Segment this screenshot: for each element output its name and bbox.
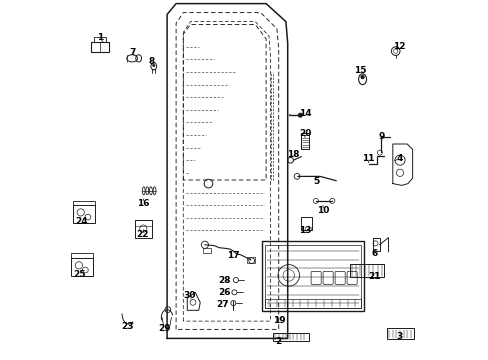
Text: 13: 13 (298, 226, 310, 235)
Text: 2: 2 (275, 337, 281, 346)
Text: 26: 26 (218, 288, 230, 297)
Text: 30: 30 (183, 292, 196, 300)
Text: 28: 28 (218, 276, 230, 284)
Text: 6: 6 (371, 249, 377, 258)
Text: 10: 10 (317, 206, 329, 215)
Text: 14: 14 (298, 109, 311, 118)
Text: 11: 11 (362, 154, 374, 163)
Text: 21: 21 (368, 272, 380, 281)
Text: 18: 18 (286, 150, 299, 159)
Text: 12: 12 (392, 42, 405, 51)
Text: 7: 7 (129, 48, 135, 57)
Circle shape (360, 75, 364, 79)
Text: 23: 23 (121, 323, 134, 331)
Circle shape (297, 113, 302, 118)
Text: 25: 25 (73, 270, 86, 279)
Text: 20: 20 (298, 129, 310, 138)
Text: 27: 27 (216, 300, 229, 309)
Text: 4: 4 (395, 154, 402, 163)
Text: 24: 24 (75, 217, 88, 226)
Text: 29: 29 (158, 324, 170, 333)
Circle shape (152, 64, 155, 67)
Text: 22: 22 (137, 230, 149, 239)
Text: 16: 16 (137, 199, 149, 208)
Text: 15: 15 (353, 66, 366, 75)
Text: 3: 3 (395, 332, 402, 341)
Text: 1: 1 (97, 33, 102, 42)
Text: 19: 19 (273, 316, 285, 325)
Text: 17: 17 (226, 251, 239, 260)
Text: 9: 9 (378, 132, 385, 141)
Text: 5: 5 (313, 177, 319, 186)
Text: 8: 8 (148, 57, 154, 66)
